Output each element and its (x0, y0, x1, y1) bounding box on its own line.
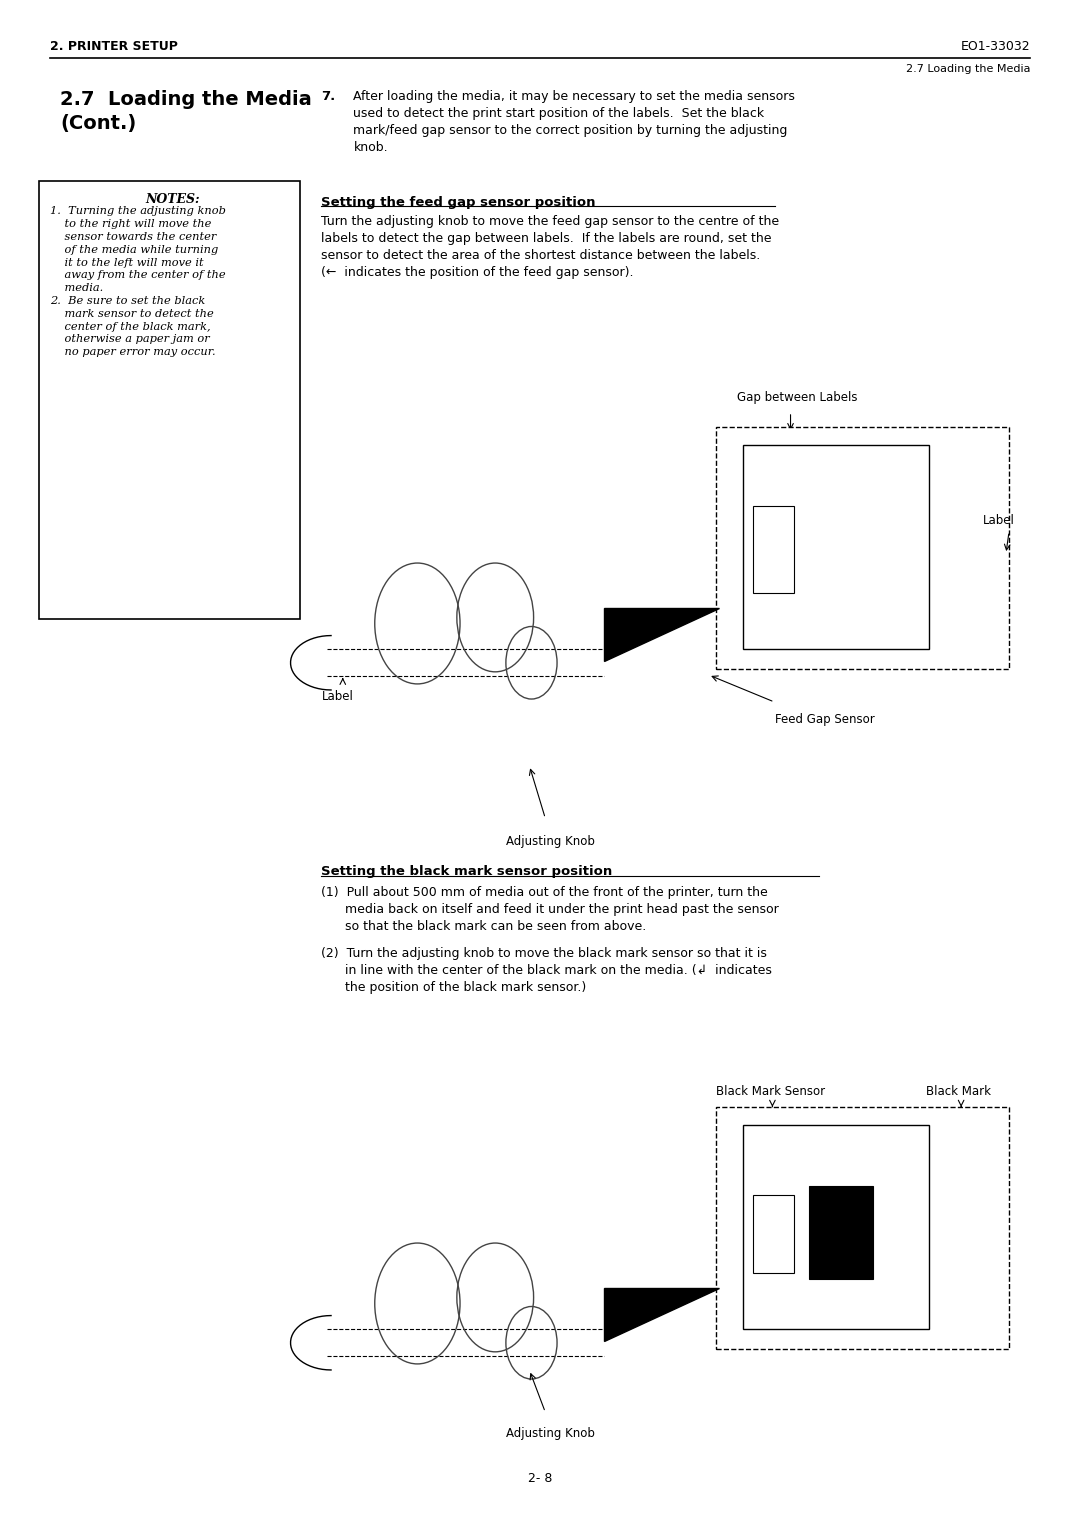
Text: 2.7  Loading the Media
(Cont.): 2.7 Loading the Media (Cont.) (60, 90, 312, 133)
Text: Gap between Labels: Gap between Labels (738, 392, 858, 404)
Text: EO1-33032: EO1-33032 (961, 40, 1030, 53)
Text: NOTES:: NOTES: (145, 192, 200, 206)
Text: (1)  Pull about 500 mm of media out of the front of the printer, turn the
      : (1) Pull about 500 mm of media out of th… (322, 886, 779, 933)
Text: 2.7 Loading the Media: 2.7 Loading the Media (906, 64, 1030, 75)
Text: Black Mark Sensor: Black Mark Sensor (716, 1084, 825, 1098)
Text: 2- 8: 2- 8 (528, 1472, 552, 1485)
Polygon shape (604, 1289, 719, 1342)
Bar (716, 427, 1009, 669)
Text: 7.: 7. (322, 90, 336, 104)
FancyBboxPatch shape (39, 181, 300, 619)
Bar (743, 1125, 929, 1330)
Text: Adjusting Knob: Adjusting Knob (507, 836, 595, 848)
Text: Turn the adjusting knob to move the feed gap sensor to the centre of the
labels : Turn the adjusting knob to move the feed… (322, 215, 780, 279)
Text: (2)  Turn the adjusting knob to move the black mark sensor so that it is
      i: (2) Turn the adjusting knob to move the … (322, 947, 772, 994)
Text: Label: Label (983, 514, 1014, 528)
Text: Setting the feed gap sensor position: Setting the feed gap sensor position (322, 195, 596, 209)
Text: After loading the media, it may be necessary to set the media sensors
used to de: After loading the media, it may be neces… (353, 90, 795, 154)
Polygon shape (604, 608, 719, 662)
Bar (743, 445, 929, 650)
Text: Setting the black mark sensor position: Setting the black mark sensor position (322, 865, 612, 878)
Text: Adjusting Knob: Adjusting Knob (507, 1427, 595, 1441)
Bar (753, 506, 794, 593)
Bar (753, 1194, 794, 1273)
Text: Feed Gap Sensor: Feed Gap Sensor (774, 712, 875, 726)
Text: 1.  Turning the adjusting knob
    to the right will move the
    sensor towards: 1. Turning the adjusting knob to the rig… (50, 206, 226, 357)
Bar (809, 1185, 873, 1279)
Text: Black Mark: Black Mark (926, 1084, 991, 1098)
Bar (716, 1107, 1009, 1348)
Text: 2. PRINTER SETUP: 2. PRINTER SETUP (50, 40, 177, 53)
Text: Label: Label (322, 689, 353, 703)
